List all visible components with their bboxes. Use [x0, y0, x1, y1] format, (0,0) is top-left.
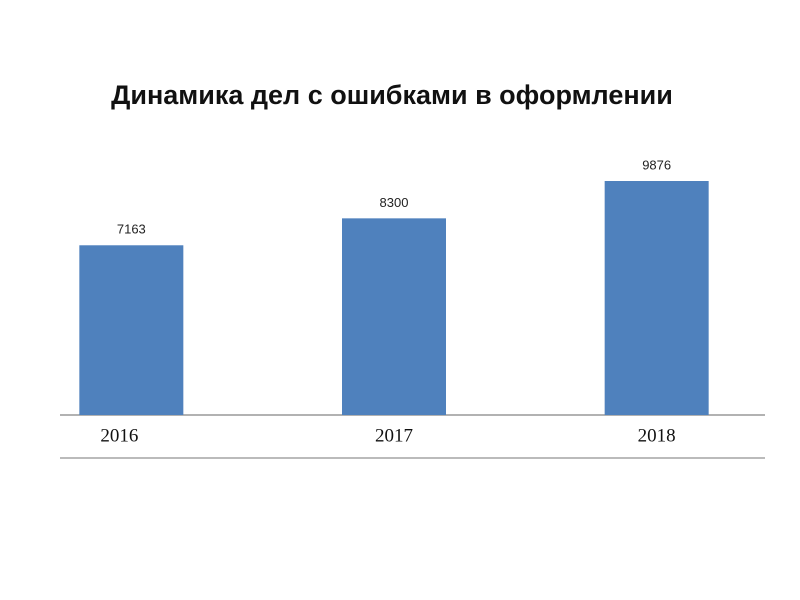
chart-title: Динамика дел с ошибками в оформлении [111, 80, 673, 110]
bar [342, 218, 446, 415]
x-tick-label: 2016 [100, 425, 138, 446]
value-label: 9876 [642, 157, 671, 172]
bar [604, 181, 709, 415]
value-label: 8300 [380, 195, 409, 210]
x-tick-label: 2018 [638, 425, 676, 446]
value-label: 7163 [117, 222, 146, 237]
bar [79, 245, 184, 415]
x-tick-label: 2017 [375, 425, 413, 446]
